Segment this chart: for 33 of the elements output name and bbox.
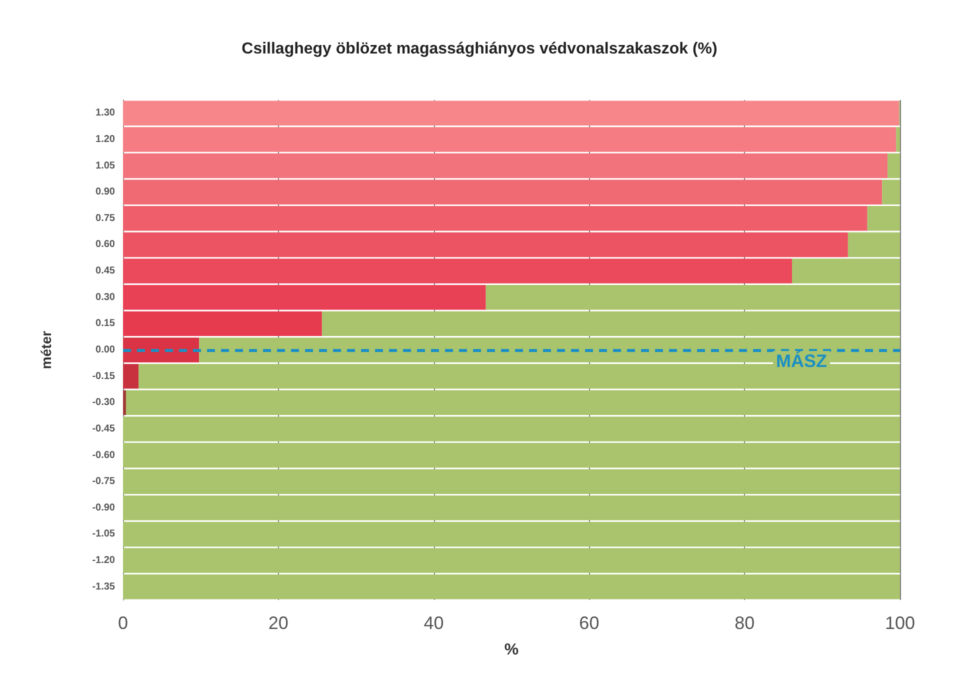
y-tick-label: -0.30 [92,397,116,408]
chart-title: Csillaghegy öblözet magassághiányos védvonalszakaszok (%) [242,40,718,58]
y-axis-title: méter [38,330,54,370]
bar [123,311,322,336]
x-tick-label: 60 [579,613,600,633]
bar [123,338,200,362]
y-tick-label: 0.90 [96,186,116,198]
y-tick-label: 1.20 [96,134,116,145]
y-tick-label: -1.35 [92,581,116,592]
x-tick-label: 20 [268,613,288,633]
y-tick-label: -0.60 [92,450,116,461]
ref-line-label: MÁSZ [776,351,827,371]
y-tick-label: 0.75 [96,212,116,224]
y-tick-label: -0.90 [92,502,116,514]
x-tick-label: 80 [734,613,755,633]
x-tick-label: 100 [884,613,916,633]
y-tick-label: 1.05 [96,160,116,172]
x-tick-label: 40 [424,613,444,633]
y-tick-label: 0.00 [96,344,116,356]
y-tick-label: 0.60 [96,239,116,250]
bar [123,364,139,389]
x-tick-label: 0 [118,613,128,633]
y-tick-label: 0.45 [96,266,116,277]
y-tick-label: -1.05 [92,528,116,540]
bar [123,390,126,415]
y-tick-label: -0.15 [92,370,116,382]
y-tick-label: -1.20 [92,555,116,566]
y-tick-label: -0.75 [92,476,116,488]
y-tick-label: 0.15 [96,318,116,330]
x-axis-title: % [504,642,519,658]
y-tick-label: -0.45 [92,423,116,434]
y-tick-label: 1.30 [96,108,116,119]
y-tick-label: 0.30 [96,292,116,303]
